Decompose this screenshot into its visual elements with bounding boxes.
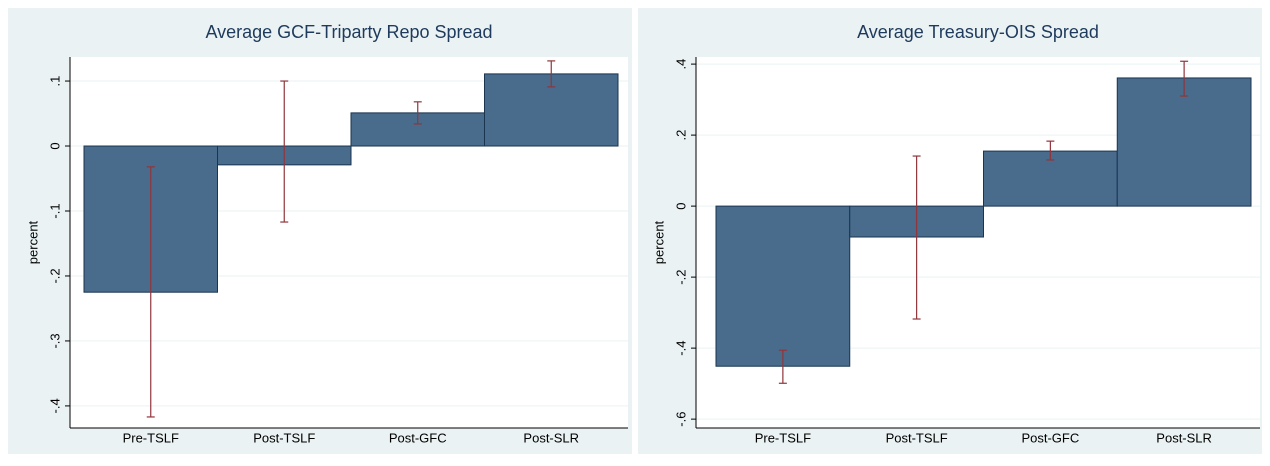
- bar: [715, 205, 851, 367]
- x-tick-label: Post-TSLF: [886, 430, 948, 445]
- error-bar: [778, 349, 787, 384]
- chart-title: Average GCF-Triparty Repo Spread: [205, 22, 492, 42]
- y-tick-label: .1: [47, 76, 62, 87]
- error-bar: [280, 80, 289, 223]
- y-tick-label: -.3: [47, 333, 62, 348]
- error-bar: [1046, 140, 1055, 161]
- error-bar: [146, 166, 155, 418]
- x-tick-label: Post-GFC: [1021, 430, 1079, 445]
- y-axis-label: percent: [651, 220, 666, 264]
- y-tick-label: .2: [673, 130, 688, 141]
- x-tick-label: Pre-TSLF: [123, 430, 179, 445]
- x-tick-label: Pre-TSLF: [755, 430, 811, 445]
- x-tick-label: Post-TSLF: [253, 430, 315, 445]
- y-tick-label: -.1: [47, 203, 62, 218]
- x-tick-label: Post-GFC: [389, 430, 447, 445]
- x-tick-label: Post-SLR: [1156, 430, 1212, 445]
- error-bar: [413, 101, 422, 125]
- y-tick-label: .4: [673, 59, 688, 70]
- error-bar: [912, 155, 921, 320]
- bar: [1116, 77, 1252, 207]
- y-tick-label: -.4: [47, 398, 62, 413]
- y-tick-label: 0: [47, 142, 62, 149]
- y-axis-label: percent: [25, 220, 40, 264]
- y-tick-label: -.4: [673, 341, 688, 356]
- y-tick-label: -.2: [673, 270, 688, 285]
- error-bar: [547, 60, 556, 88]
- x-tick-label: Post-SLR: [523, 430, 579, 445]
- error-bar: [1180, 60, 1189, 97]
- y-tick-label: -.2: [47, 268, 62, 283]
- y-tick-label: -.6: [673, 412, 688, 427]
- y-tick-label: 0: [673, 202, 688, 209]
- chart-title: Average Treasury-OIS Spread: [857, 22, 1099, 42]
